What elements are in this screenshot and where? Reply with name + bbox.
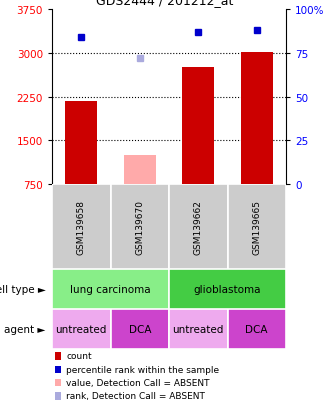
Text: agent ►: agent ► xyxy=(4,324,46,334)
Text: GSM139662: GSM139662 xyxy=(194,199,203,254)
Text: GSM139670: GSM139670 xyxy=(135,199,144,254)
Text: rank, Detection Call = ABSENT: rank, Detection Call = ABSENT xyxy=(66,392,205,401)
Text: GSM139658: GSM139658 xyxy=(77,199,86,254)
Text: GDS2444 / 201212_at: GDS2444 / 201212_at xyxy=(96,0,234,7)
Text: percentile rank within the sample: percentile rank within the sample xyxy=(66,365,219,374)
Bar xyxy=(169,309,227,349)
Text: untreated: untreated xyxy=(55,324,107,334)
Text: GSM139665: GSM139665 xyxy=(252,199,261,254)
Text: lung carcinoma: lung carcinoma xyxy=(70,284,151,294)
Bar xyxy=(227,309,286,349)
Bar xyxy=(65,101,97,185)
Bar xyxy=(124,155,156,185)
Text: value, Detection Call = ABSENT: value, Detection Call = ABSENT xyxy=(66,378,210,387)
Text: DCA: DCA xyxy=(128,324,151,334)
Bar xyxy=(227,185,286,269)
Bar xyxy=(52,185,111,269)
Text: count: count xyxy=(66,351,92,361)
Bar xyxy=(182,68,214,185)
Text: cell type ►: cell type ► xyxy=(0,284,46,294)
Bar xyxy=(111,185,169,269)
Text: DCA: DCA xyxy=(246,324,268,334)
Bar xyxy=(52,269,169,309)
Bar xyxy=(169,185,227,269)
Text: untreated: untreated xyxy=(173,324,224,334)
Bar xyxy=(111,309,169,349)
Bar xyxy=(52,309,111,349)
Bar xyxy=(241,52,273,185)
Text: glioblastoma: glioblastoma xyxy=(194,284,261,294)
Bar xyxy=(169,269,286,309)
